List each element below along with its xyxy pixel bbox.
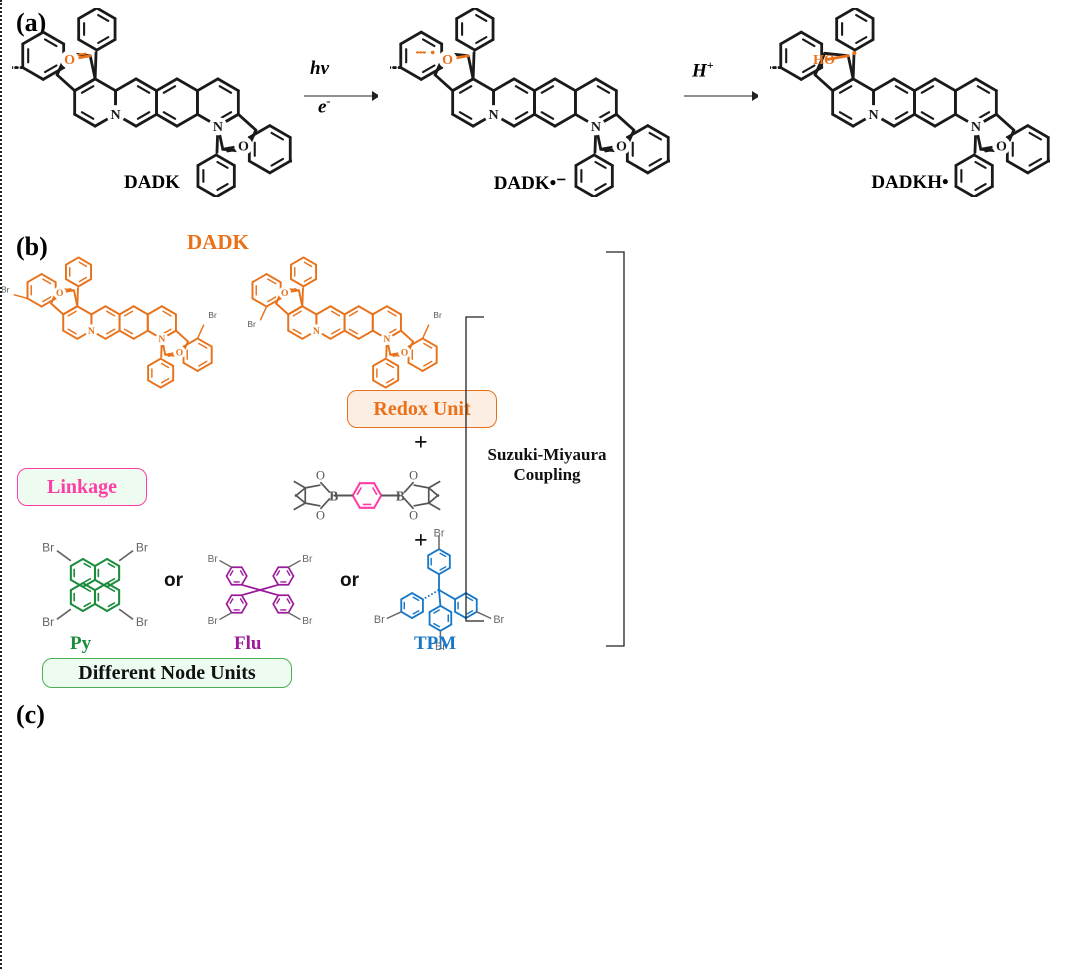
svg-text:N: N bbox=[383, 334, 390, 345]
svg-text:Br: Br bbox=[136, 615, 148, 629]
svg-text:B: B bbox=[329, 488, 338, 503]
svg-text:Br: Br bbox=[493, 614, 504, 626]
svg-text:N: N bbox=[158, 334, 165, 345]
svg-text:Br: Br bbox=[42, 615, 54, 629]
svg-text:Br: Br bbox=[302, 616, 313, 627]
svg-text:O: O bbox=[176, 347, 184, 358]
svg-text:Br: Br bbox=[136, 541, 148, 555]
svg-text:N: N bbox=[971, 120, 981, 135]
svg-text:N: N bbox=[869, 108, 879, 123]
svg-text:Br: Br bbox=[208, 310, 217, 320]
svg-text:O: O bbox=[442, 53, 453, 68]
svg-text:N: N bbox=[111, 108, 121, 123]
svg-text:N: N bbox=[489, 108, 499, 123]
svg-text:O: O bbox=[616, 139, 627, 154]
svg-text:Br: Br bbox=[2, 284, 10, 294]
svg-text:Br: Br bbox=[434, 528, 445, 540]
svg-text:Br: Br bbox=[208, 554, 219, 565]
svg-text:O: O bbox=[401, 347, 409, 358]
svg-text:Br: Br bbox=[247, 319, 256, 329]
svg-text:O: O bbox=[281, 288, 289, 299]
svg-text:Br: Br bbox=[433, 310, 442, 320]
svg-text:N: N bbox=[213, 120, 223, 135]
svg-text:O: O bbox=[56, 288, 64, 299]
svg-text:B: B bbox=[396, 488, 405, 503]
svg-text:Br: Br bbox=[208, 616, 219, 627]
svg-text:HO: HO bbox=[813, 53, 835, 68]
svg-text:N: N bbox=[313, 326, 320, 337]
svg-text:O: O bbox=[238, 139, 249, 154]
svg-text:N: N bbox=[591, 120, 601, 135]
svg-text:N: N bbox=[88, 326, 95, 337]
svg-text:Br: Br bbox=[42, 541, 54, 555]
svg-text:Br: Br bbox=[374, 614, 385, 626]
svg-text:O: O bbox=[996, 139, 1007, 154]
svg-text:O: O bbox=[64, 53, 75, 68]
svg-text:Br: Br bbox=[302, 554, 313, 565]
svg-text:O: O bbox=[316, 468, 325, 482]
svg-text:O: O bbox=[409, 468, 418, 482]
